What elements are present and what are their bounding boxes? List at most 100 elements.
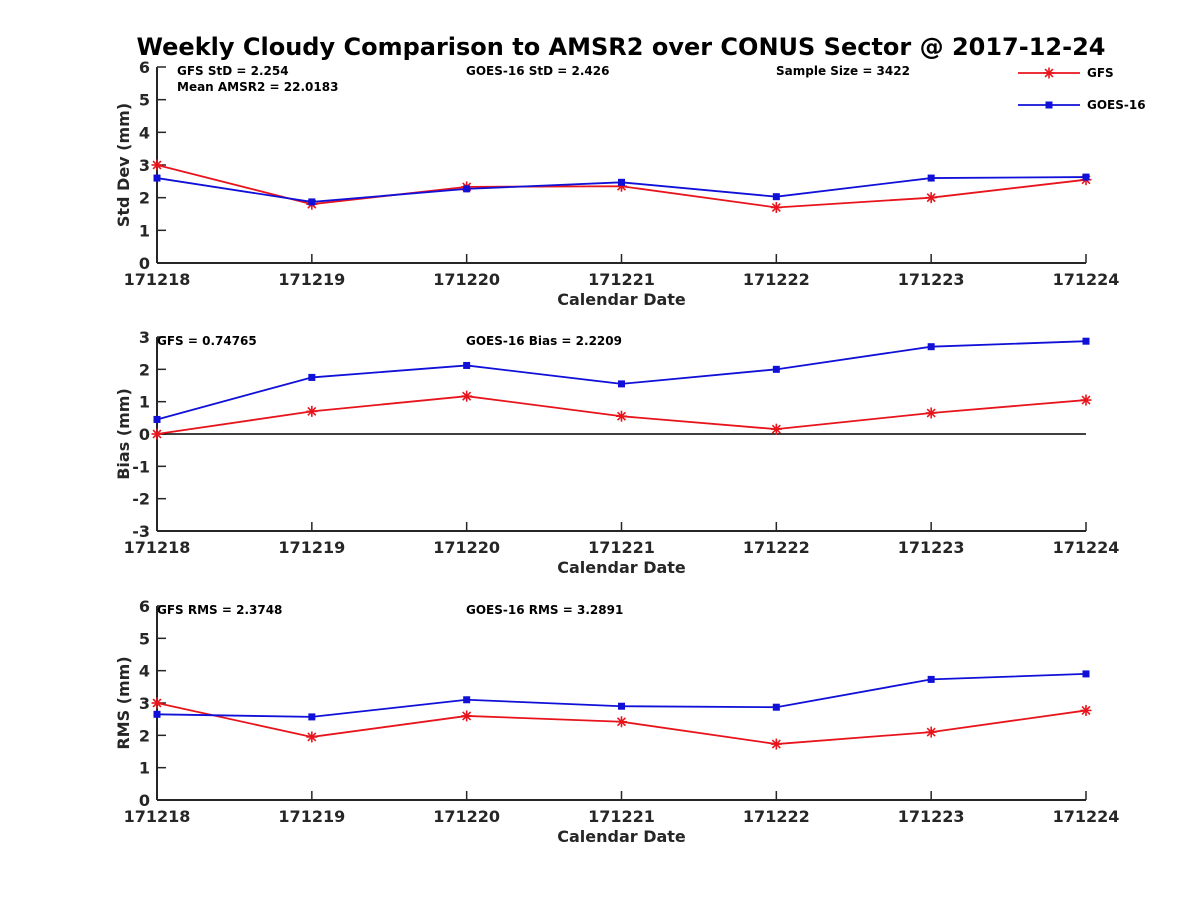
data-point-goes-16	[1082, 337, 1090, 345]
y-tick-label: 1	[139, 393, 150, 412]
legend-marker	[1045, 101, 1053, 109]
y-tick-label: 2	[139, 360, 150, 379]
data-point-goes-16	[772, 193, 780, 201]
data-point-goes-16	[1082, 173, 1090, 181]
data-point-gfs	[616, 410, 627, 422]
y-tick-label: -1	[132, 457, 150, 476]
stat-annotation: GOES-16 RMS = 3.2891	[466, 603, 623, 617]
y-tick-label: 6	[139, 58, 150, 77]
x-tick-label: 171219	[278, 538, 345, 557]
legend-marker	[1043, 67, 1055, 79]
y-tick-label: 3	[139, 156, 150, 175]
data-point-gfs	[770, 201, 782, 213]
data-point-gfs	[770, 738, 782, 750]
data-point-goes-16	[153, 174, 161, 182]
x-tick-label: 171219	[278, 270, 345, 289]
data-point-gfs	[461, 710, 473, 722]
chart-title: Weekly Cloudy Comparison to AMSR2 over C…	[137, 33, 1106, 61]
data-point-gfs	[1080, 394, 1092, 406]
panels-group: 0 1 2 3 4 5 6 171218 171219 171220 171221 171222 171…	[114, 58, 1119, 846]
data-point-gfs	[925, 192, 937, 204]
data-point-goes-16	[618, 380, 625, 388]
data-point-goes-16	[772, 703, 780, 711]
x-tick-label: 171222	[743, 538, 810, 557]
x-tick-label: 171218	[124, 270, 191, 289]
x-tick-label: 171223	[898, 270, 965, 289]
legend-entry-gfs: GFS	[1018, 66, 1114, 80]
x-tick-label: 171221	[588, 538, 655, 557]
data-point-gfs	[306, 405, 318, 417]
y-tick-label: 4	[139, 662, 150, 681]
x-tick-label: 171223	[898, 807, 965, 826]
x-tick-label: 171221	[588, 270, 655, 289]
legend-label: GFS	[1087, 66, 1114, 80]
series-line-goes-16	[156, 673, 1087, 718]
data-point-gfs	[151, 428, 163, 440]
data-point-gfs	[151, 159, 163, 171]
data-point-goes-16	[618, 178, 625, 186]
data-point-goes-16	[618, 702, 625, 710]
panel-3: 0 1 2 3 4 5 6 171218 171219 171220 171221 171222 171…	[114, 597, 1119, 846]
x-tick-label: 171219	[278, 807, 345, 826]
y-tick-label: 3	[139, 328, 150, 347]
x-tick-label: 171224	[1053, 807, 1120, 826]
y-tick-label: 6	[139, 597, 150, 616]
data-point-goes-16	[308, 713, 316, 721]
y-tick-label: 5	[139, 629, 150, 648]
series-line-goes-16	[156, 340, 1087, 421]
stat-annotation: GFS = 0.74765	[157, 334, 257, 348]
x-tick-label: 171218	[124, 538, 191, 557]
x-tick-label: 171222	[743, 807, 810, 826]
data-point-goes-16	[153, 710, 161, 718]
data-point-goes-16	[463, 185, 471, 193]
x-tick-label: 171220	[433, 807, 500, 826]
legend-label: GOES-16	[1087, 98, 1146, 112]
stat-annotation: GFS StD = 2.254	[177, 64, 289, 78]
data-point-goes-16	[927, 675, 935, 683]
stat-annotation: Sample Size = 3422	[776, 64, 910, 78]
y-tick-label: 4	[139, 123, 150, 142]
y-tick-label: 0	[139, 791, 150, 810]
x-tick-label: 171218	[124, 807, 191, 826]
y-tick-label: 1	[139, 759, 150, 778]
x-tick-label: 171223	[898, 538, 965, 557]
stat-annotation: GFS RMS = 2.3748	[157, 603, 282, 617]
data-point-goes-16	[927, 174, 935, 182]
stat-annotation: Mean AMSR2 = 22.0183	[177, 80, 338, 94]
data-point-goes-16	[308, 198, 316, 206]
x-tick-label: 171224	[1053, 538, 1120, 557]
data-point-gfs	[925, 407, 937, 419]
y-tick-label: 0	[139, 425, 150, 444]
y-tick-label: 0	[139, 254, 150, 273]
y-tick-label: 1	[139, 221, 150, 240]
x-axis-label: Calendar Date	[557, 827, 686, 846]
x-axis-label: Calendar Date	[557, 290, 686, 309]
y-axis-label: Std Dev (mm)	[114, 103, 133, 227]
data-point-goes-16	[153, 415, 161, 423]
stat-annotation: GOES-16 StD = 2.426	[466, 64, 609, 78]
y-tick-label: 2	[139, 726, 150, 745]
x-tick-label: 171220	[433, 538, 500, 557]
data-point-gfs	[1080, 704, 1092, 716]
y-axis-label: Bias (mm)	[114, 388, 133, 480]
data-point-gfs	[151, 697, 163, 709]
data-point-goes-16	[463, 696, 471, 704]
x-tick-label: 171222	[743, 270, 810, 289]
panel-1: 0 1 2 3 4 5 6 171218 171219 171220 171221 171222 171…	[114, 58, 1119, 309]
legend-entry-goes-16: GOES-16	[1018, 98, 1146, 112]
legend: GFS GOES-16	[1018, 66, 1146, 112]
data-point-gfs	[616, 716, 627, 728]
data-point-gfs	[925, 726, 937, 738]
data-point-goes-16	[308, 373, 316, 381]
y-axis-label: RMS (mm)	[114, 656, 133, 749]
data-point-goes-16	[772, 365, 780, 373]
x-tick-label: 171220	[433, 270, 500, 289]
panel-2: -3 -2 -1 0 1 2 3 171218 171219 171220 171221 171222…	[114, 328, 1119, 577]
x-axis-label: Calendar Date	[557, 558, 686, 577]
y-tick-label: -2	[132, 490, 150, 509]
y-tick-label: 3	[139, 694, 150, 713]
x-tick-label: 171221	[588, 807, 655, 826]
data-point-goes-16	[463, 361, 471, 369]
stat-annotation: GOES-16 Bias = 2.2209	[466, 334, 622, 348]
